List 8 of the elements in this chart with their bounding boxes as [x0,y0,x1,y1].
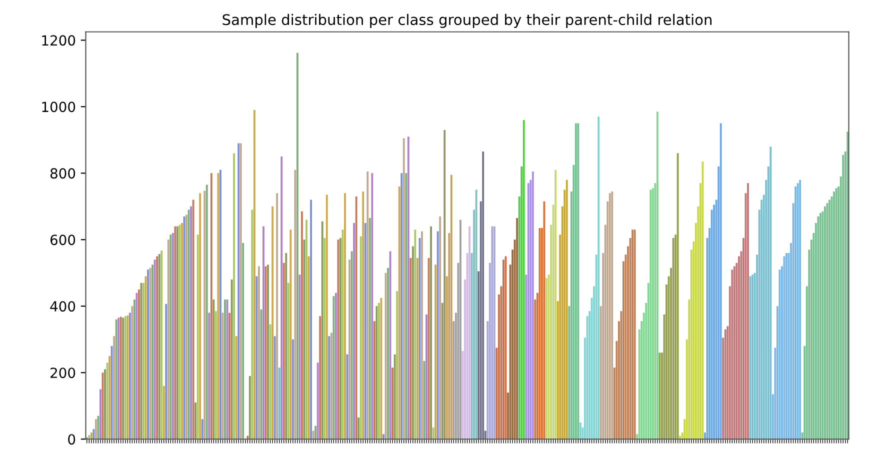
y-tick-label: 600 [50,234,76,246]
y-tick-label: 1200 [42,35,76,46]
y-tick-label: 0 [68,434,76,445]
y-tick-label: 400 [50,301,76,312]
y-tick-label: 800 [50,168,76,179]
chart-title: Sample distribution per class grouped by their parent-child relation [222,14,712,28]
y-tick-label: 1000 [42,102,76,112]
y-tick-label: 200 [50,368,76,378]
